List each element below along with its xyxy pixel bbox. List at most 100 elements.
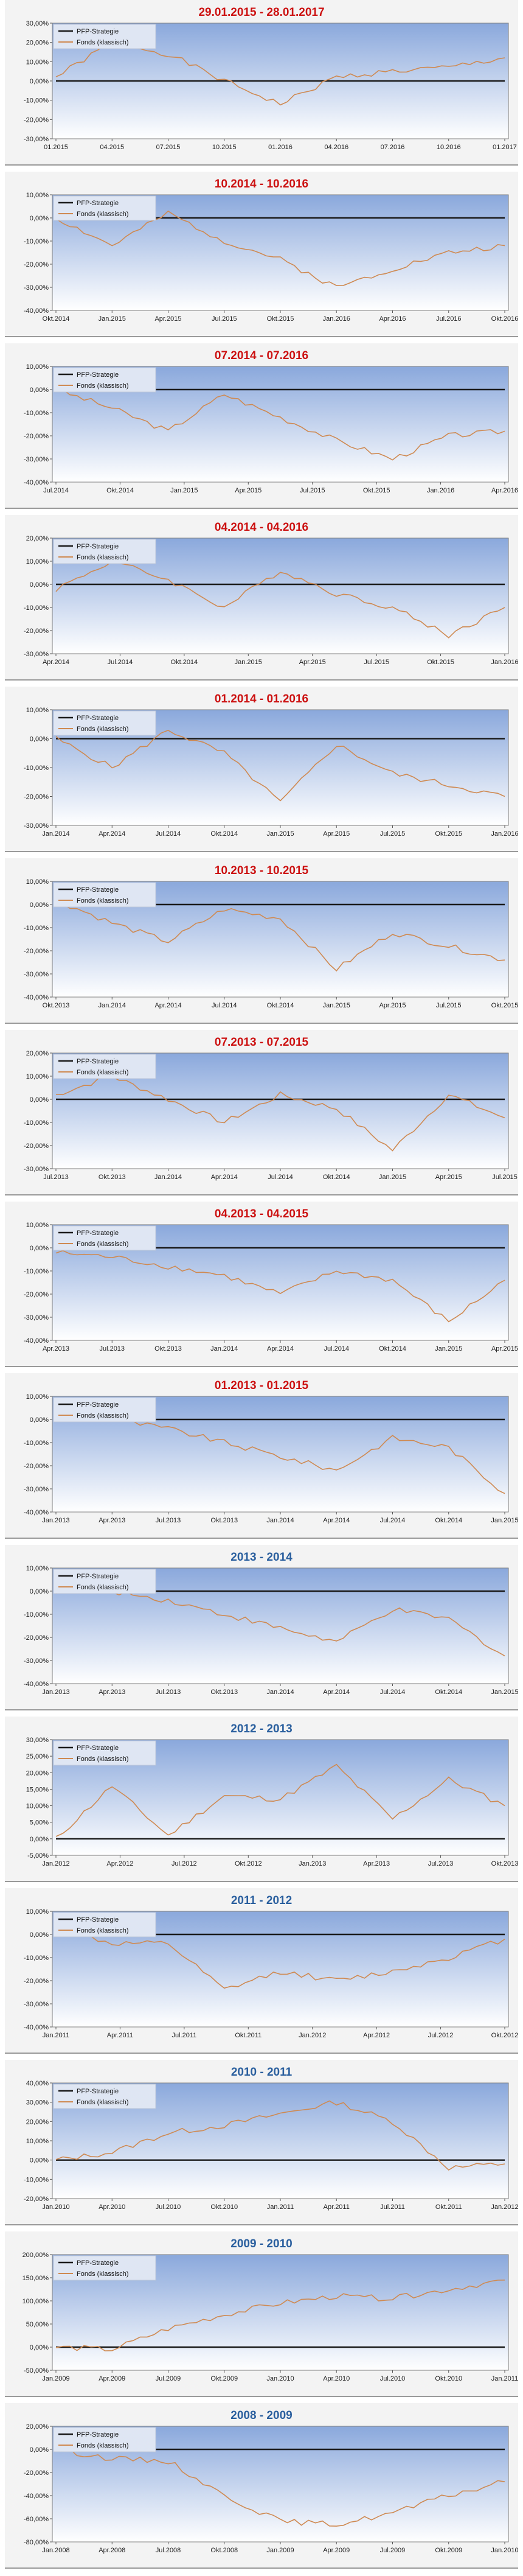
legend-label: PFP-Strategie xyxy=(77,1573,119,1580)
x-tick-label: Okt.2011 xyxy=(435,2203,462,2211)
legend-box xyxy=(53,2255,156,2281)
series-line-fonds-klassisch xyxy=(55,898,505,972)
series-line-fonds-klassisch xyxy=(55,388,505,461)
y-tick-label: -10,00% xyxy=(24,765,49,772)
y-tick-label: -20,00% xyxy=(24,2196,49,2203)
chart-title: 2010 - 2011 xyxy=(230,2066,293,2079)
legend-label: PFP-Strategie xyxy=(77,371,119,379)
x-tick-label: Jul.2013 xyxy=(428,1860,454,1867)
legend: PFP-Strategie Fonds (klassisch) xyxy=(53,710,156,736)
x-tick-label: Jan.2011 xyxy=(267,2203,294,2211)
x-tick-label: Apr.2013 xyxy=(363,1860,390,1867)
y-tick-label: -40,00% xyxy=(24,994,49,1001)
x-tick-label: 04.2015 xyxy=(100,144,124,151)
x-tick-label: Jul.2014 xyxy=(380,1689,406,1696)
legend-label: Fonds (klassisch) xyxy=(77,2099,129,2106)
chart-title: 07.2013 - 07.2015 xyxy=(214,1036,309,1049)
x-tick-label: 04.2016 xyxy=(324,144,348,151)
y-tick-label: 10,00% xyxy=(26,558,49,565)
x-tick-label: Jul.2014 xyxy=(156,830,181,838)
y-tick-label: 20,00% xyxy=(26,1769,49,1777)
y-tick-label: 0,00% xyxy=(30,1416,49,1424)
x-tick-label: Jan.2015 xyxy=(491,1517,518,1524)
x-tick-label: Apr.2016 xyxy=(491,487,518,494)
x-tick-label: Jul.2015 xyxy=(492,1174,518,1181)
legend: PFP-Strategie Fonds (klassisch) xyxy=(53,1912,156,1937)
x-tick-label: Apr.2011 xyxy=(107,2032,133,2039)
x-tick-label: Okt.2008 xyxy=(210,2547,238,2554)
x-tick-label: Apr.2013 xyxy=(99,1517,125,1524)
x-tick-label: Apr.2014 xyxy=(43,659,69,666)
series-line-fonds-klassisch xyxy=(55,729,505,802)
y-tick-label: 0,00% xyxy=(30,901,49,909)
y-tick-label: -10,00% xyxy=(24,1268,49,1275)
chart-title: 2012 - 2013 xyxy=(230,1723,293,1735)
x-tick-label: Jul.2013 xyxy=(43,1174,69,1181)
legend: PFP-Strategie Fonds (klassisch) xyxy=(53,24,156,49)
chart-svg: 40,00% 30,00% 20,00% 10,00% 0,00% -10,00% -20,… xyxy=(24,2080,518,2211)
x-tick-label: Apr.2015 xyxy=(154,315,181,323)
y-tick-label: 0,00% xyxy=(30,215,49,222)
y-tick-label: -40,00% xyxy=(24,2024,49,2031)
chart-svg: 10,00%0,00%-10,00%-20,00%-30,00%-40,00%J… xyxy=(24,1908,518,2039)
x-tick-label: Okt.2016 xyxy=(491,315,518,323)
y-tick-label: -40,00% xyxy=(24,479,49,486)
x-tick-label: Jul.2012 xyxy=(428,2032,454,2039)
chart-svg: 10,00%0,00%-10,00%-20,00%-30,00%-40,00%A… xyxy=(24,1222,518,1353)
legend-label: PFP-Strategie xyxy=(77,1230,119,1237)
y-tick-label: -10,00% xyxy=(24,1955,49,1962)
x-tick-label: Okt.2011 xyxy=(235,2032,262,2039)
x-tick-label: Jan.2014 xyxy=(99,1002,126,1009)
legend-label: PFP-Strategie xyxy=(77,2431,119,2438)
legend-label: PFP-Strategie xyxy=(77,1745,119,1752)
legend-box xyxy=(53,710,156,736)
x-tick-label: Okt.2015 xyxy=(363,487,390,494)
x-tick-label: Okt.2014 xyxy=(106,487,134,494)
y-tick-label: -20,00% xyxy=(24,1634,49,1642)
x-tick-label: Jan.2010 xyxy=(42,2203,69,2211)
y-tick-label: 30,00% xyxy=(26,20,49,27)
y-tick-label: -50,00% xyxy=(24,2367,49,2375)
x-tick-label: Okt.2014 xyxy=(323,1174,350,1181)
chart-panel: 04.2014 - 04.2016 20,00% 10,00% 0,00% -10,00… xyxy=(5,515,518,681)
legend-label: Fonds (klassisch) xyxy=(77,2442,129,2449)
y-tick-label: -30,00% xyxy=(24,971,49,978)
x-tick-label: Apr.2015 xyxy=(379,1002,406,1009)
legend-box xyxy=(53,2427,156,2452)
y-tick-label: 0,00% xyxy=(30,1588,49,1595)
y-tick-label: -20,00% xyxy=(24,116,49,124)
y-tick-label: 20,00% xyxy=(26,535,49,542)
x-tick-label: Jul.2009 xyxy=(380,2547,406,2554)
series-line-fonds-klassisch xyxy=(55,1587,505,1657)
y-tick-label: -20,00% xyxy=(24,433,49,440)
chart-panel: 07.2014 - 07.2016 10,00% 0,00% -10,00% -20,0… xyxy=(5,343,518,509)
x-tick-label: Jan.2009 xyxy=(42,2375,69,2382)
x-tick-label: Apr.2012 xyxy=(106,1860,133,1867)
y-tick-label: 20,00% xyxy=(26,40,49,47)
chart-title: 2008 - 2009 xyxy=(230,2409,293,2422)
chart-title: 07.2014 - 07.2016 xyxy=(214,349,309,362)
y-tick-label: -30,00% xyxy=(24,456,49,463)
x-tick-label: Jul.2014 xyxy=(268,1174,293,1181)
y-tick-label: 0,00% xyxy=(30,2344,49,2351)
x-tick-label: Okt.2014 xyxy=(435,1689,462,1696)
x-tick-label: Okt.2013 xyxy=(491,1860,518,1867)
x-tick-label: Jul.2013 xyxy=(156,1517,181,1524)
chart-panel: 07.2013 - 07.2015 20,00% 10,00% 0,00% -10,00… xyxy=(5,1030,518,1195)
x-tick-label: Jan.2014 xyxy=(266,1517,294,1524)
legend-box xyxy=(53,24,156,49)
legend: PFP-Strategie Fonds (klassisch) xyxy=(53,1054,156,1079)
y-tick-label: -20,00% xyxy=(24,1463,49,1470)
x-tick-label: 07.2016 xyxy=(381,144,405,151)
x-tick-label: Jan.2015 xyxy=(435,1345,462,1353)
y-tick-label: 150,00% xyxy=(23,2275,49,2282)
y-tick-label: -10,00% xyxy=(24,97,49,105)
chart-title: 29.01.2015 - 28.01.2017 xyxy=(198,6,325,19)
chart-title: 10.2013 - 10.2015 xyxy=(214,864,309,877)
y-tick-label: 0,00% xyxy=(30,1836,49,1843)
legend-box xyxy=(53,2084,156,2109)
x-tick-label: Okt.2010 xyxy=(210,2203,238,2211)
legend-box xyxy=(53,367,156,393)
y-tick-label: 5,00% xyxy=(30,1819,49,1827)
y-tick-label: 20,00% xyxy=(26,2118,49,2126)
